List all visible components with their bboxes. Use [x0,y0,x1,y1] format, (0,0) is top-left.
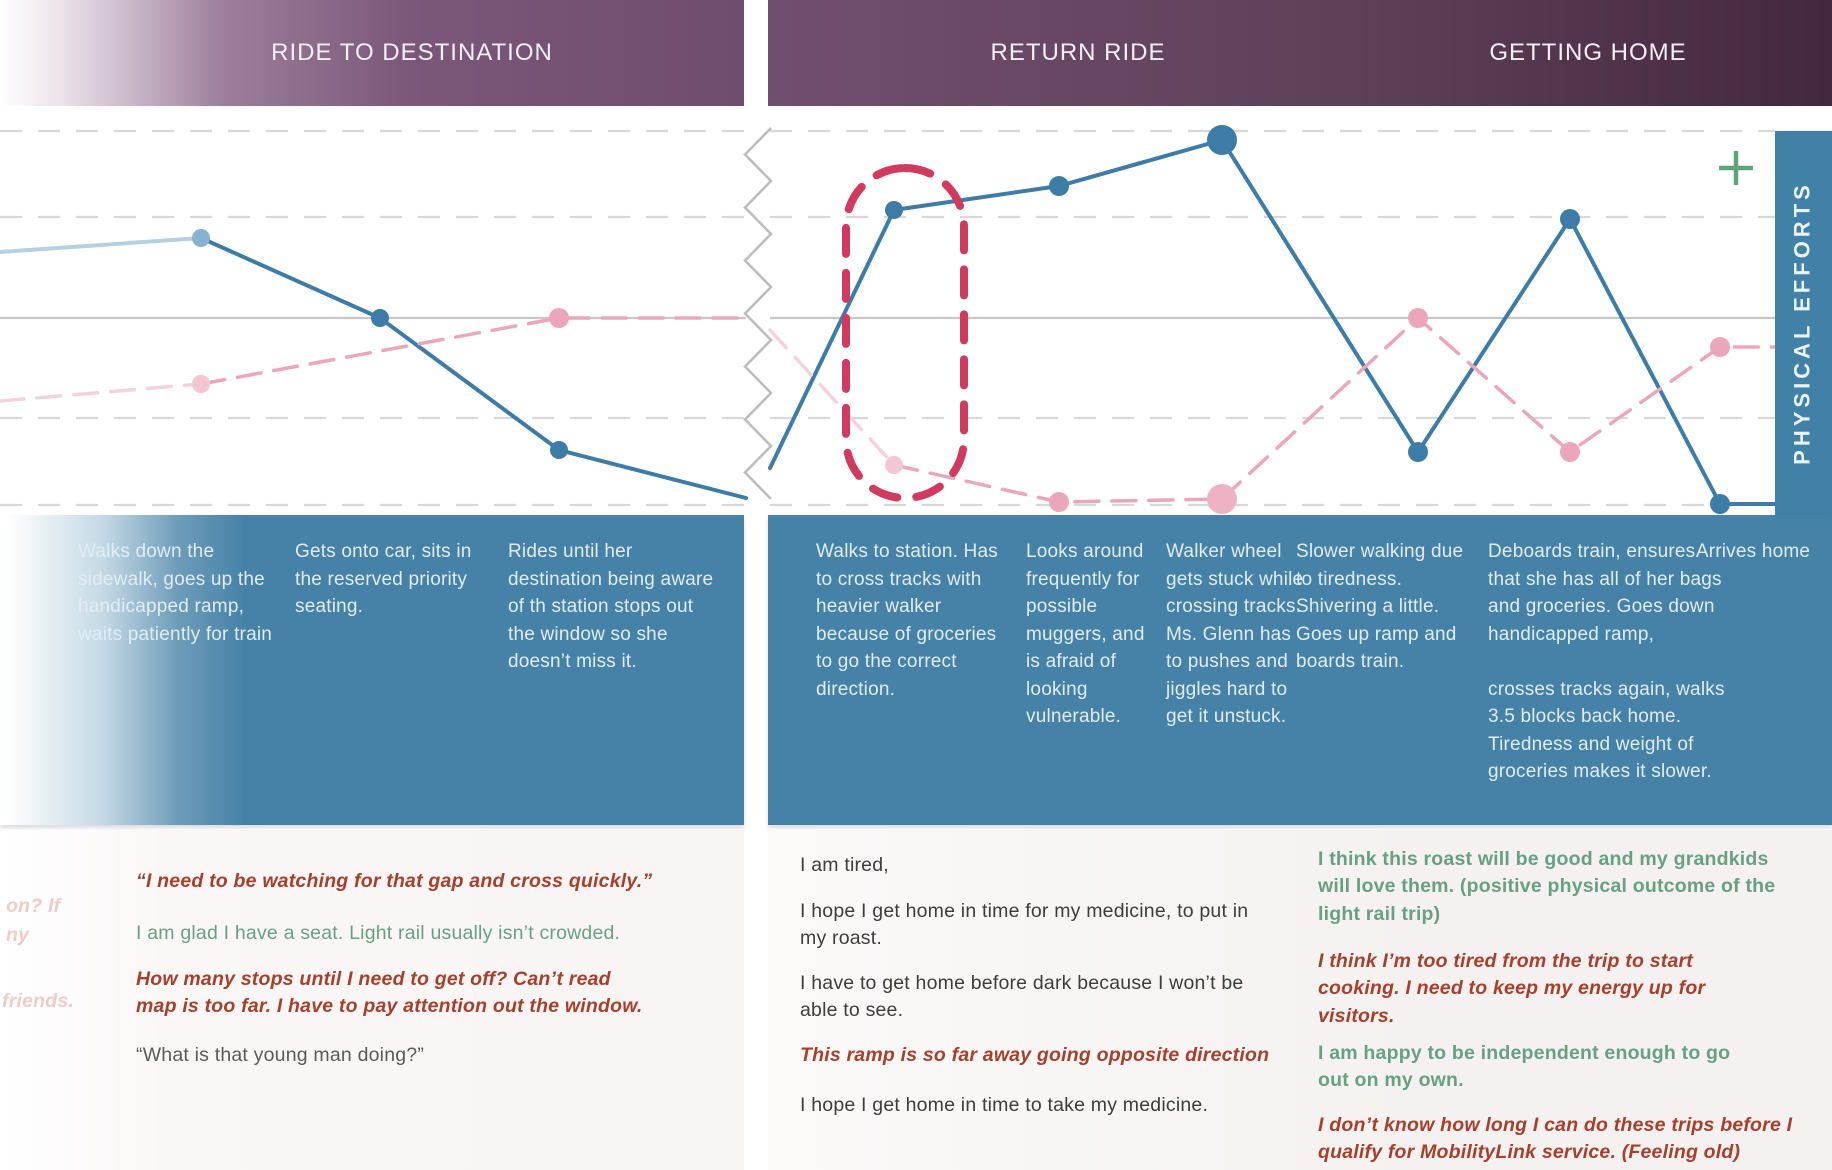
quote: This ramp is so far away going opposite … [800,1044,1270,1066]
quote: I think I’m too tired from the trip to s… [1318,950,1706,1027]
quote: How many stops until I need to get off? … [136,968,643,1018]
emotion-line [199,316,748,386]
axis-break-icon [743,127,773,500]
quote: I hope I get home in time to take my med… [800,1094,1209,1116]
data-point [1710,337,1730,357]
emotion-line [892,315,1792,504]
quote: I hope I get home in time for my medicin… [800,900,1249,950]
plus-icon [1719,151,1753,185]
quote: “I need to be watching for that gap and … [136,870,653,892]
quote: I am happy to be independent enough to g… [1318,1042,1731,1092]
data-point [550,441,568,459]
step-description: Walks down the sidewalk, goes up the han… [78,541,273,645]
quote-faded-fragment: on? If [6,895,61,917]
phase-title: RIDE TO DESTINATION [271,39,553,66]
data-point [885,201,903,219]
emotion-line [768,328,896,467]
quote: I think this roast will be good and my g… [1318,848,1776,925]
data-point [1408,442,1428,462]
step-description: Gets onto car, sits in the reserved prio… [295,541,472,618]
data-point [192,229,210,247]
data-point [1710,494,1730,514]
data-point [1560,442,1580,462]
physical-efforts-sidebar [1775,131,1832,515]
emotion-line [0,382,203,403]
quote: I am tired, [800,854,889,876]
phase-header-ride-to-destination: RIDE TO DESTINATION [0,0,744,106]
quote-faded-fragment: ny [6,924,30,946]
data-point [549,308,569,328]
data-point [1408,308,1428,328]
data-point [1049,492,1069,512]
step-description: Looks around frequently for possible mug… [1026,541,1145,728]
physical-efforts-label: PHYSICAL EFFORTS [1789,181,1814,465]
step-description: Walks to station. Has to cross tracks wi… [816,541,998,700]
phase-title: RETURN RIDE [990,39,1166,66]
step-description: Rides until her destination being aware … [508,541,714,673]
quote: “What is that young man doing?” [136,1044,425,1066]
highlight-capsule [842,164,968,502]
step-description: Slower walking due to tiredness. Shiveri… [1296,541,1464,673]
quote: I am glad I have a seat. Light rail usua… [136,922,621,944]
steps-band-right: Walks to station. Has to cross tracks wi… [768,515,1832,825]
step-description: Walker wheel gets stuck while crossing t… [1166,541,1304,728]
phase-title: GETTING HOME [1489,39,1687,66]
data-point [1207,125,1237,155]
physical-efforts-line [768,137,1792,506]
phase-header-return-and-home: RETURN RIDE GETTING HOME [768,0,1832,106]
data-point [192,375,210,393]
quotes-panel-left: “I need to be watching for that gap and … [0,830,744,1170]
step-description: Arrives home [1695,541,1811,562]
data-point [371,309,389,327]
quote: I don’t know how long I can do these tri… [1318,1114,1793,1164]
data-point [1207,484,1237,514]
steps-band-left: Walks down the sidewalk, goes up the han… [0,515,744,825]
physical-efforts-line [199,236,748,500]
data-point [885,456,903,474]
step-description: Deboards train, ensures that she has all… [1488,541,1725,783]
quote: I have to get home before dark because I… [800,972,1244,1022]
quote-faded-fragment: friends. [2,990,75,1012]
physical-efforts-line [0,236,203,254]
quotes-panel-right: I am tired, I hope I get home in time for… [768,830,1832,1170]
data-point [1560,209,1580,229]
data-point [1049,176,1069,196]
